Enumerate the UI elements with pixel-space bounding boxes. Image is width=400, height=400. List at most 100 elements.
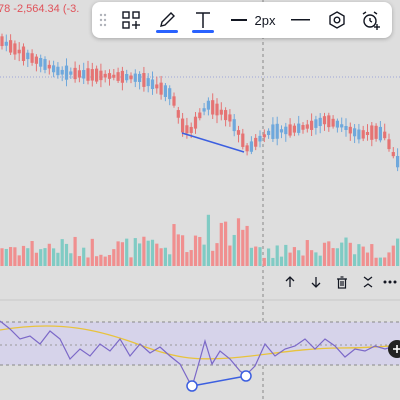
volume-bar <box>387 252 391 266</box>
candle <box>236 130 241 135</box>
line-color-swatch <box>156 30 178 33</box>
volume-bar <box>82 247 86 266</box>
move-pane-down-button[interactable] <box>304 270 328 294</box>
volume-bar <box>365 252 370 266</box>
candle <box>159 82 163 95</box>
candle <box>374 125 378 139</box>
add-button[interactable] <box>388 340 400 358</box>
volume-bar <box>17 255 21 266</box>
candle <box>73 67 77 80</box>
volume-bar <box>30 240 34 266</box>
candle <box>211 100 215 115</box>
candle <box>125 74 129 81</box>
line-width-label: 2px <box>254 12 276 28</box>
settings-button[interactable] <box>324 2 350 38</box>
volume-bar <box>34 252 38 266</box>
alarm-add-icon <box>362 11 380 30</box>
volume-bar <box>292 247 296 266</box>
candle <box>34 56 38 64</box>
volume-bar <box>155 243 159 266</box>
drag-handle-icon[interactable] <box>94 2 112 38</box>
candle <box>39 58 43 67</box>
volume-bar <box>305 240 309 266</box>
volume-bar <box>116 241 120 266</box>
text-color-button[interactable] <box>188 2 218 38</box>
candle <box>206 100 210 110</box>
volume-bar <box>374 257 378 266</box>
templates-button[interactable] <box>118 2 144 38</box>
volume-bar <box>284 244 288 266</box>
candle <box>60 69 64 75</box>
line-color-button[interactable] <box>152 2 182 38</box>
collapse-pane-button[interactable] <box>356 270 380 294</box>
line-style-icon <box>291 19 310 21</box>
candle <box>297 123 301 133</box>
rsi-pane[interactable] <box>0 320 400 392</box>
volume-bar <box>241 229 245 266</box>
candle <box>99 70 103 81</box>
candle <box>228 114 232 122</box>
candle <box>224 110 228 121</box>
candle <box>335 120 339 128</box>
volume-bar <box>211 250 215 266</box>
candle <box>279 129 284 133</box>
candle <box>133 73 137 82</box>
candle <box>116 72 120 81</box>
pane-controls <box>278 270 400 294</box>
volume-bar <box>249 247 253 266</box>
line-width-button[interactable]: 2px <box>228 2 278 38</box>
volume-bar <box>21 245 26 266</box>
candle <box>314 119 318 128</box>
candle <box>361 130 365 139</box>
price-change-readout: 78 -2,564.34 (-3. <box>0 3 80 15</box>
candle <box>163 85 167 97</box>
volume-bar <box>215 243 219 266</box>
volume-bar <box>301 255 305 266</box>
volume-bar <box>297 250 301 266</box>
volume-bar <box>378 257 382 266</box>
rsi-divergence-line[interactable] <box>191 375 247 387</box>
volume-bar <box>64 243 69 266</box>
candle <box>370 125 374 140</box>
candle <box>77 70 81 78</box>
volume-bar <box>13 247 17 266</box>
candles <box>0 33 400 172</box>
plus-icon <box>393 345 400 353</box>
move-pane-up-button[interactable] <box>278 270 302 294</box>
volume-bar <box>357 244 361 266</box>
candle <box>21 46 26 61</box>
add-alert-button[interactable] <box>358 2 384 38</box>
candle <box>396 155 400 168</box>
volume-bar <box>185 252 189 266</box>
divergence-handle-end[interactable] <box>240 370 252 382</box>
candle <box>26 52 30 60</box>
divergence-handle-start[interactable] <box>186 380 198 392</box>
volume-bar <box>69 253 73 266</box>
volume-bar <box>39 249 43 266</box>
candle <box>4 41 8 46</box>
candle <box>249 141 253 152</box>
volume-bar <box>219 222 223 266</box>
line-thickness-icon <box>230 19 247 21</box>
volume-bar <box>206 214 210 266</box>
volume-bar <box>340 242 344 266</box>
volume-bar <box>228 245 232 266</box>
arrow-up-icon <box>285 276 295 287</box>
volume-bar <box>146 240 150 266</box>
candle <box>340 124 344 128</box>
candle <box>258 135 262 142</box>
volume-bar <box>107 254 112 266</box>
volume-bar <box>348 242 352 266</box>
more-icon <box>383 280 397 284</box>
line-style-button[interactable] <box>288 2 314 38</box>
delete-pane-button[interactable] <box>330 270 354 294</box>
more-pane-options-button[interactable] <box>378 270 400 294</box>
volume-bar <box>383 257 387 266</box>
trendline[interactable] <box>181 132 245 153</box>
volume-bar <box>120 242 124 266</box>
volume-bar <box>327 241 331 266</box>
candle <box>64 65 69 80</box>
volume-bar <box>129 257 133 266</box>
